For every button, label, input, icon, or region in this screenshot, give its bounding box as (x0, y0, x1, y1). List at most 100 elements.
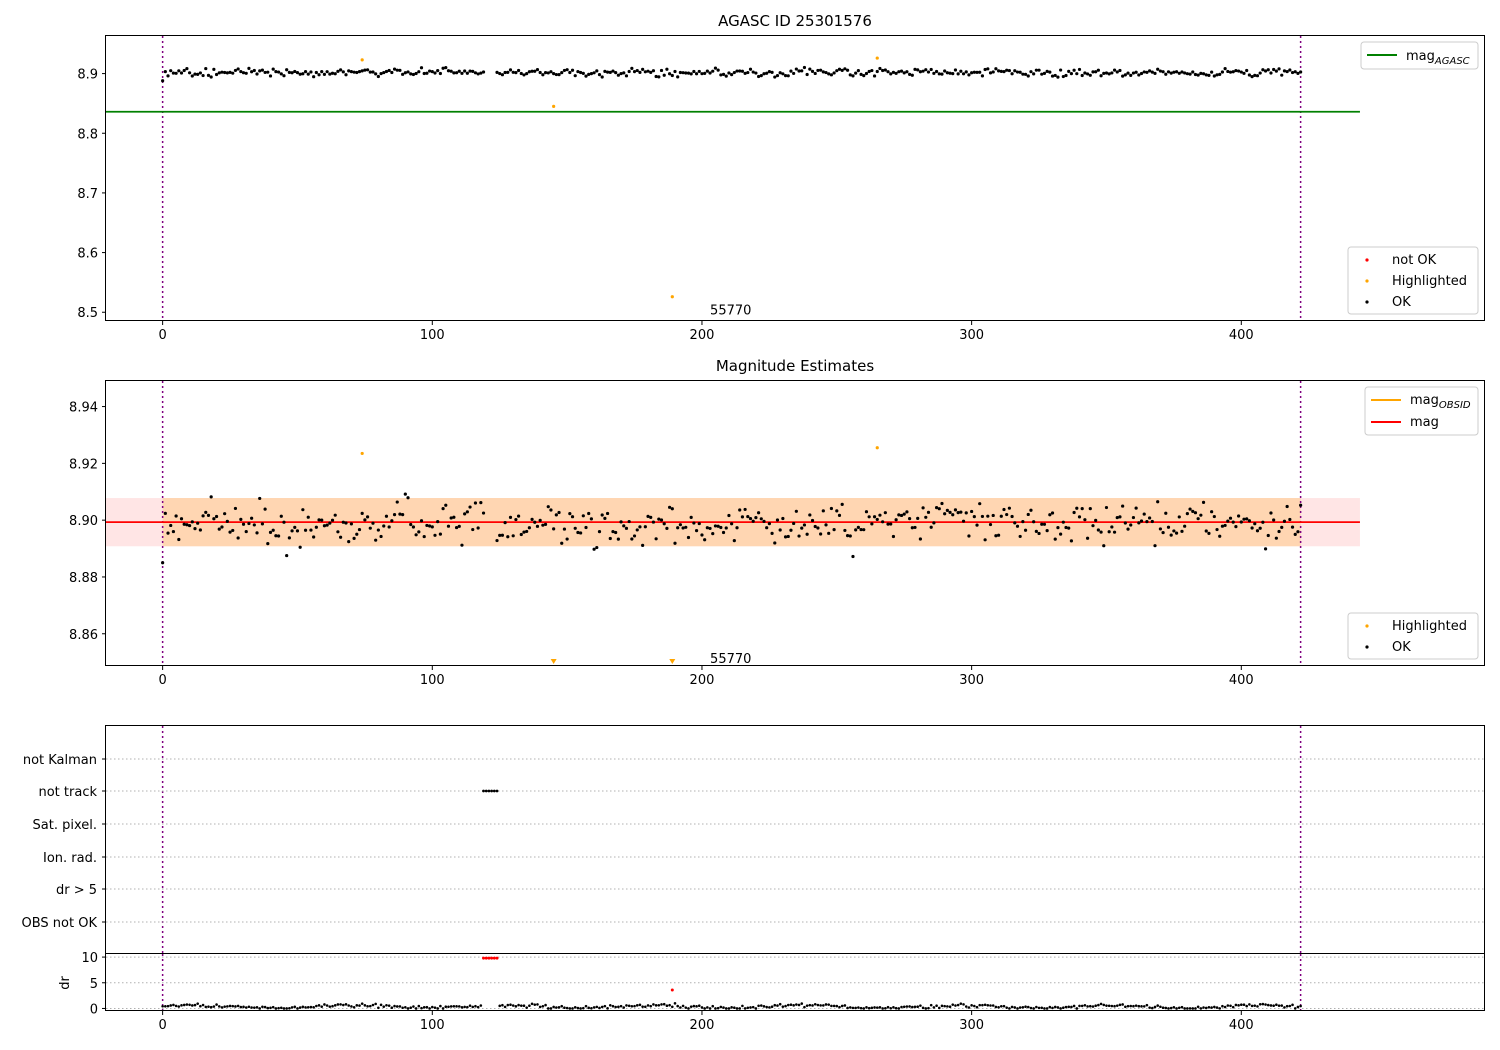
magnitude-ok-point (994, 534, 998, 538)
magnitude-ok-point (330, 518, 335, 522)
dr-ok-point (1264, 1003, 1267, 1006)
magnitude-plot-frame (105, 380, 1485, 666)
magnitude-ok-point (206, 513, 211, 517)
dr-ok-point (1177, 1006, 1181, 1010)
agasc-ok-point (1199, 71, 1203, 75)
legend-mag-label: mag (1410, 415, 1439, 430)
dr-ok-point (735, 1007, 739, 1010)
dr-ok-point (919, 1004, 922, 1007)
agasc-ok-point (657, 75, 661, 79)
magnitude-ok-point (592, 547, 596, 551)
magnitude-ok-point (1188, 507, 1192, 511)
magnitude-ok-point (295, 529, 300, 533)
dr-ok-point (261, 1005, 264, 1009)
dr-ok-point (781, 1005, 785, 1008)
magnitude-ok-point (441, 507, 445, 511)
dr-ok-point (889, 1006, 893, 1010)
agasc-ok-point (1150, 70, 1154, 74)
dr-ok-point (633, 1004, 636, 1008)
agasc-ok-point (1183, 71, 1187, 75)
dr-ok-point (1126, 1004, 1130, 1008)
agasc-ok-point (740, 69, 745, 73)
dr-ok-point (644, 1005, 647, 1009)
dr-ok-point (519, 1004, 523, 1007)
dr-ok-point (1213, 1005, 1216, 1009)
magnitude-ok-point (967, 534, 971, 538)
magnitude-ok-point (376, 528, 380, 532)
magnitude-ok-point (263, 507, 267, 511)
agasc-ok-point (557, 73, 561, 77)
agasc-ok-point (414, 71, 418, 76)
dr-ok-point (474, 1004, 477, 1008)
magnitude-ok-point (1056, 525, 1060, 530)
flags-not-track-point (490, 789, 494, 793)
dr-ok-point (770, 1005, 774, 1008)
dr-ok-point (199, 1004, 202, 1008)
dr-ok-point (994, 1005, 998, 1009)
magnitude-ok-point (1115, 515, 1119, 520)
agasc-ok-point (1123, 73, 1127, 77)
magnitude-ok-point (627, 519, 631, 524)
agasc-ok-point (457, 69, 461, 73)
magnitude-ok-point (1023, 528, 1028, 532)
dr-ok-point (212, 1005, 216, 1008)
dr-ok-point (981, 1003, 984, 1007)
magnitude-ok-point (697, 521, 701, 526)
agasc-ok-point (988, 71, 993, 75)
agasc-ok-point (724, 74, 728, 78)
magnitude-ok-point (293, 525, 297, 529)
dr-ok-point (215, 1003, 218, 1006)
agasc-ok-point (177, 69, 181, 73)
agasc-ok-point (1228, 70, 1233, 74)
magnitude-ok-point (1048, 513, 1052, 517)
dr-ok-point (865, 1006, 868, 1009)
dr-ok-point (873, 1006, 876, 1009)
agasc-ok-point (735, 69, 739, 73)
magnitude-ok-point (581, 514, 585, 518)
dr-ok-point (1021, 1005, 1025, 1009)
magnitude-ok-point (816, 526, 820, 530)
agasc-ok-point (368, 70, 372, 74)
magnitude-ok-point (285, 553, 289, 558)
dr-ok-point (708, 1007, 712, 1010)
magnitude-ok-point (996, 533, 1001, 537)
magnitude-ok-point (530, 517, 534, 521)
dr-ok-point (684, 1006, 688, 1009)
magnitude-ok-point (934, 506, 939, 510)
agasc-ok-point (719, 73, 723, 77)
magnitude-ok-point (786, 534, 790, 539)
agasc-ok-point (792, 71, 796, 76)
agasc-ok-point (546, 71, 550, 75)
magnitude-ok-point (1129, 523, 1133, 527)
magnitude-ok-point (1277, 529, 1281, 534)
magnitude-ok-point (1021, 520, 1025, 524)
magnitude-ok-point (953, 508, 958, 512)
magnitude-ok-point (802, 523, 807, 527)
agasc-ok-point (263, 70, 267, 75)
agasc-ok-point (206, 73, 211, 77)
flags-not-track-point (495, 789, 499, 793)
agasc-ok-point (711, 69, 715, 73)
dr-ok-point (1296, 1005, 1300, 1009)
dr-ok-point (1056, 1006, 1060, 1009)
magnitude-ok-point (179, 517, 184, 521)
agasc-ok-point (290, 71, 294, 75)
magnitude-ok-point (1285, 504, 1289, 509)
magnitude-ok-point (457, 524, 461, 528)
agasc-ok-point (940, 72, 944, 76)
agasc-ok-point (972, 70, 976, 74)
dr-ok-point (1248, 1003, 1251, 1006)
dr-ok-point (638, 1003, 642, 1007)
agasc-ok-point (794, 67, 798, 71)
dr-ok-point (409, 1006, 413, 1010)
agasc-ok-point (1153, 71, 1157, 75)
dr-ok-point (188, 1003, 191, 1007)
dr-ok-point (765, 1005, 768, 1009)
agasc-ok-point (1277, 67, 1281, 71)
agasc-ok-point (306, 72, 310, 76)
agasc-ok-point (881, 68, 885, 73)
magnitude-ytick-label-1: 8.88 (69, 571, 98, 586)
agasc-ok-point (228, 70, 232, 74)
magnitude-ok-point (1080, 507, 1084, 511)
dr-ok-point (1275, 1003, 1278, 1007)
